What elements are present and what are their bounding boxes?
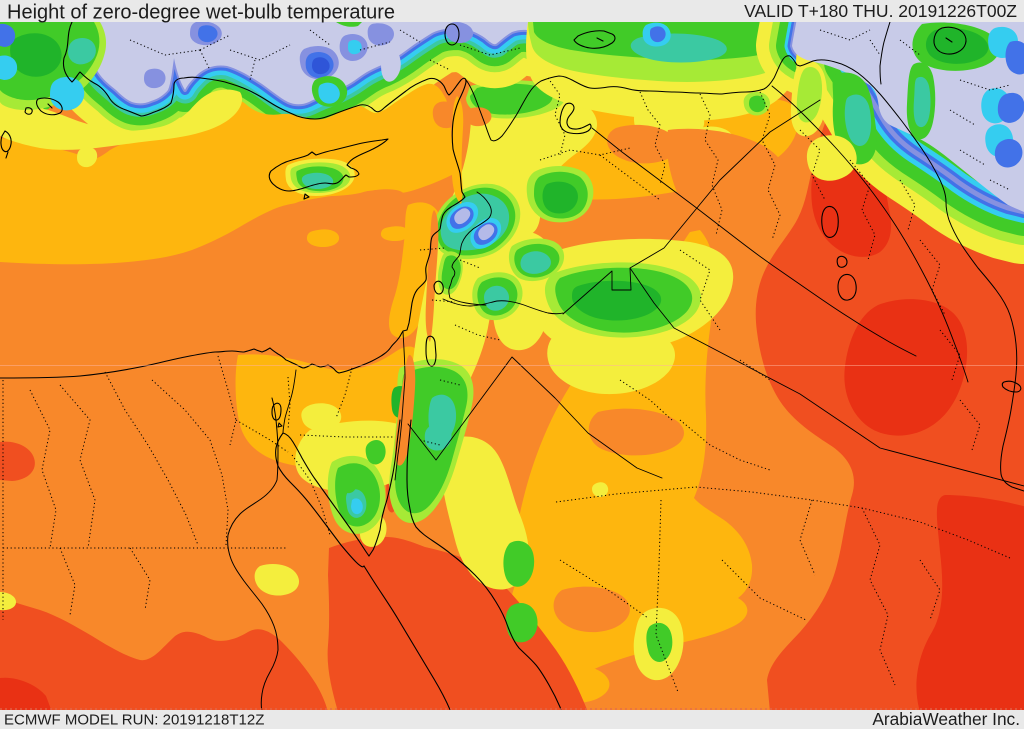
svg-text:ArabiaWeather Inc.: ArabiaWeather Inc. (872, 709, 1020, 729)
svg-text:VALID T+180 THU. 20191226T00Z: VALID T+180 THU. 20191226T00Z (744, 1, 1017, 21)
svg-text:ECMWF MODEL RUN: 20191218T12Z: ECMWF MODEL RUN: 20191218T12Z (4, 712, 264, 729)
svg-text:Height of zero-degree wet-bulb: Height of zero-degree wet-bulb temperatu… (7, 2, 395, 24)
